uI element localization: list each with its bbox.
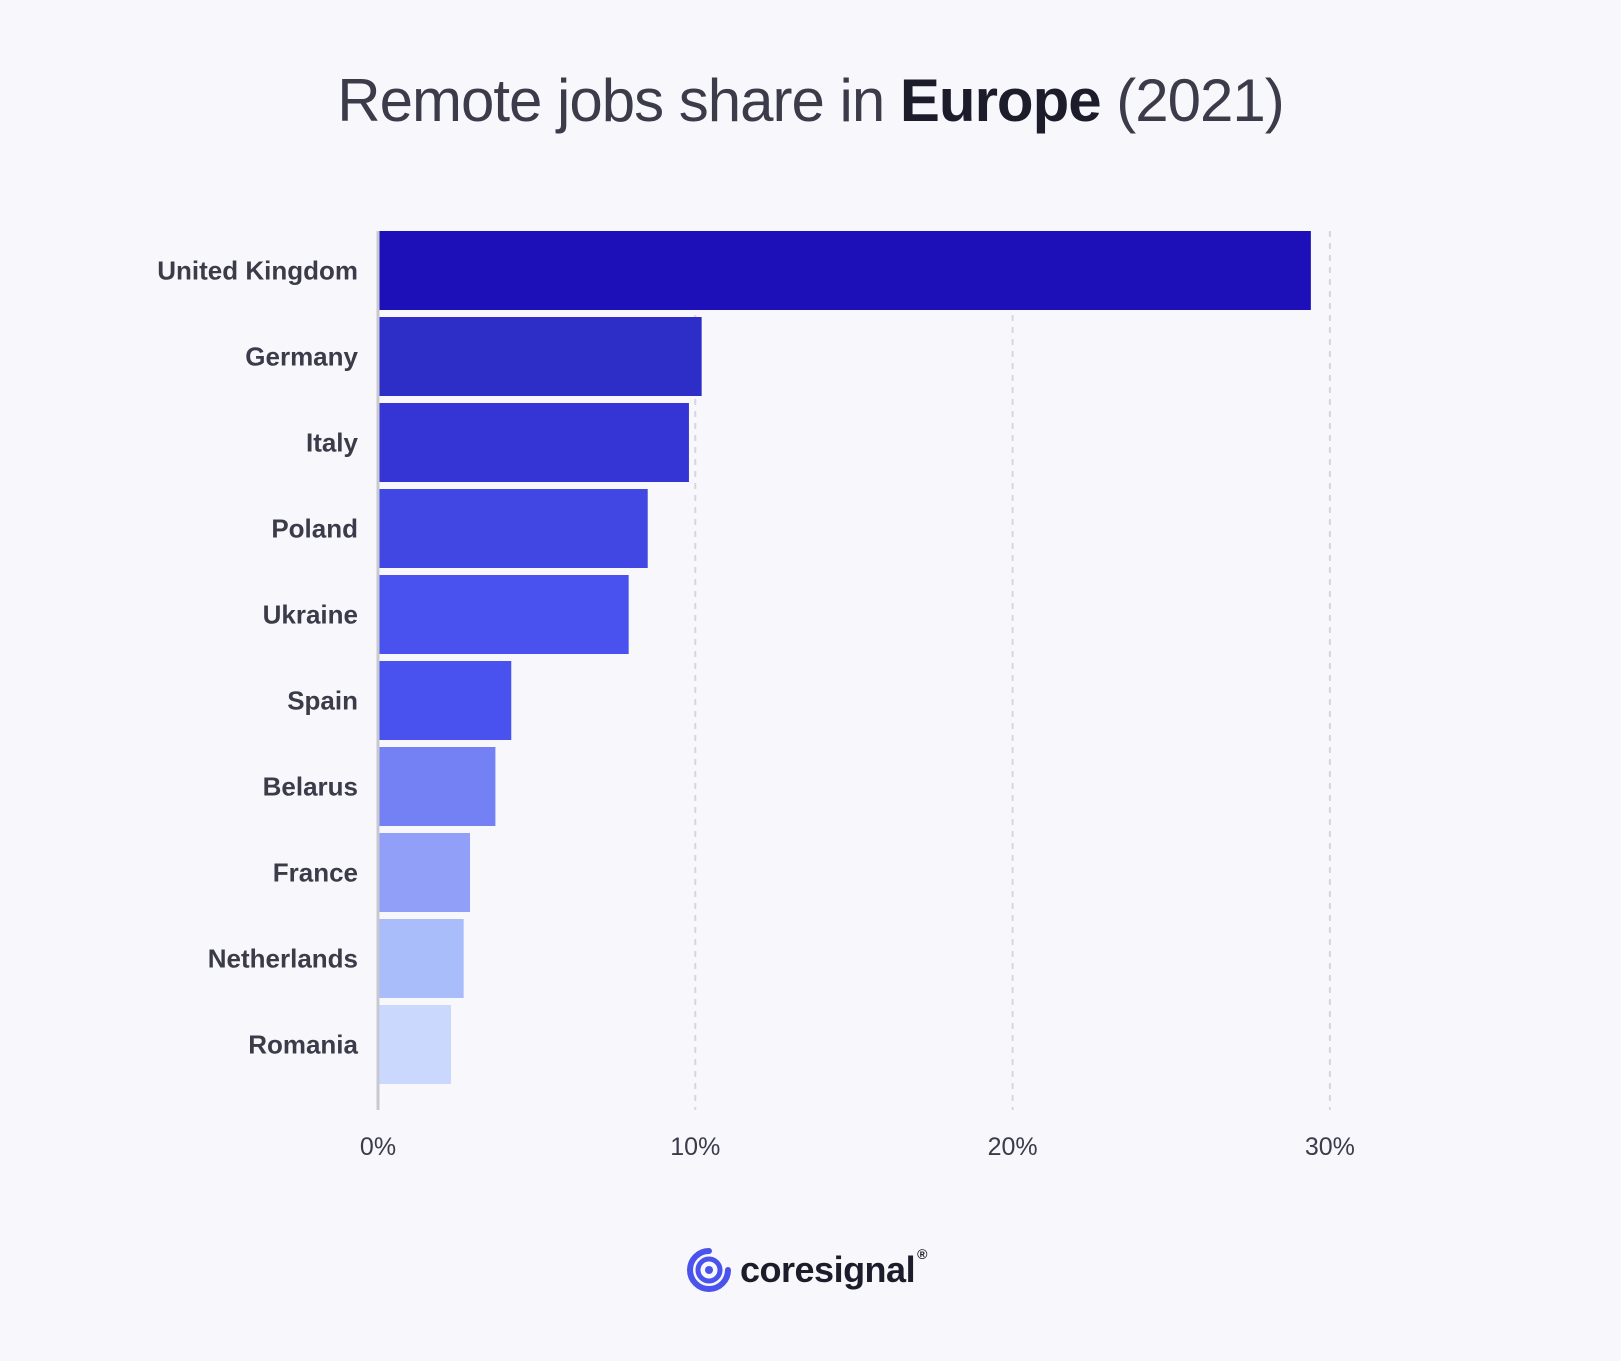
bar-ukraine — [378, 575, 629, 654]
category-label: Belarus — [263, 772, 358, 802]
category-label: Ukraine — [263, 600, 358, 630]
category-label: United Kingdom — [157, 256, 358, 286]
bar-belarus — [378, 747, 496, 826]
chart-title: Remote jobs share in Europe (2021) — [0, 66, 1621, 135]
title-highlight: Europe — [899, 67, 1102, 134]
bar-poland — [378, 489, 648, 568]
category-label: Italy — [306, 428, 359, 458]
x-tick-label: 20% — [988, 1133, 1038, 1161]
x-tick-label: 10% — [670, 1133, 720, 1161]
category-label: Spain — [287, 686, 358, 716]
bar-netherlands — [378, 919, 464, 998]
title-suffix: (2021) — [1100, 67, 1284, 134]
bar-romania — [378, 1005, 451, 1084]
bar-united-kingdom — [378, 231, 1311, 310]
logo-text: coresignal — [740, 1249, 916, 1290]
x-tick-label: 0% — [360, 1133, 396, 1161]
title-prefix: Remote jobs share in — [337, 67, 900, 134]
coresignal-logo-icon — [687, 1248, 731, 1292]
coresignal-logo: coresignal ® — [686, 1246, 927, 1294]
bar-italy — [378, 403, 689, 482]
category-label: Netherlands — [208, 944, 358, 974]
category-label: Romania — [248, 1030, 358, 1060]
bar-spain — [378, 661, 512, 740]
category-label: Poland — [271, 514, 358, 544]
category-label: Germany — [245, 342, 358, 372]
x-tick-label: 30% — [1305, 1133, 1355, 1161]
bar-germany — [378, 317, 702, 396]
bar-france — [378, 833, 471, 912]
category-label: France — [273, 858, 358, 888]
registered-mark: ® — [917, 1246, 928, 1262]
